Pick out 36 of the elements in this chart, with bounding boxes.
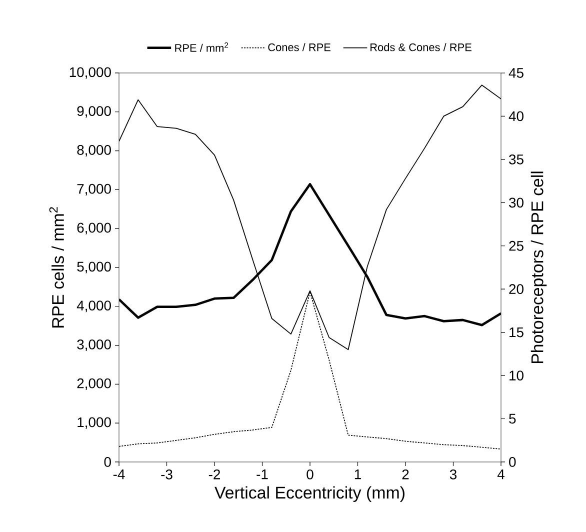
y2-axis-title: Photoreceptors / RPE cell <box>530 172 547 364</box>
y2-tick-label: 25 <box>509 240 524 251</box>
y-tick-label: 10,000 <box>70 67 111 79</box>
y-tick-label: 3,000 <box>77 340 111 352</box>
y-tick-label: 0 <box>104 457 111 467</box>
y-tick-label: 8,000 <box>77 145 111 157</box>
x-axis-title: Vertical Eccentricity (mm) <box>214 486 404 502</box>
y2-tick-label: 45 <box>508 68 524 78</box>
y-tick-label: 5,000 <box>77 262 111 274</box>
y-tick-label: 2,000 <box>77 378 111 390</box>
y2-tick-label: 40 <box>508 111 524 122</box>
y-tick-label: 4,000 <box>76 300 111 312</box>
y2-tick-label: 10 <box>510 370 524 380</box>
y-tick-label: 1,000 <box>78 417 111 429</box>
x-tick-label: 1 <box>354 469 361 480</box>
x-tick-label: 3 <box>450 469 457 480</box>
x-tick-label: -3 <box>161 469 172 480</box>
y2-tick-label: 35 <box>509 154 524 164</box>
y2-tick-label: 5 <box>509 414 516 424</box>
x-tick-label: 4 <box>497 469 504 480</box>
y2-tick-label: 30 <box>509 198 524 208</box>
y2-tick-label: 20 <box>509 284 524 294</box>
y-tick-label: 7,000 <box>77 184 111 196</box>
y-tick-label: 6,000 <box>77 222 111 234</box>
x-tick-label: -2 <box>208 469 220 480</box>
y2-tick-label: 0 <box>509 457 516 467</box>
legend-label: Cones / RPE <box>268 43 330 52</box>
y2-tick-label: 15 <box>510 327 524 338</box>
x-tick-label: -1 <box>256 469 268 480</box>
legend-label: Rods & Cones / RPE <box>370 43 472 52</box>
x-tick-label: 0 <box>306 469 314 480</box>
x-tick-label: 2 <box>402 469 409 480</box>
x-tick-label: -4 <box>113 469 125 480</box>
y-tick-label: 9,000 <box>77 106 111 118</box>
y-axis-title: RPE cells / mm$^{2}$ <box>49 207 64 328</box>
legend-label: RPE / mm$^{2}$ <box>175 42 228 52</box>
